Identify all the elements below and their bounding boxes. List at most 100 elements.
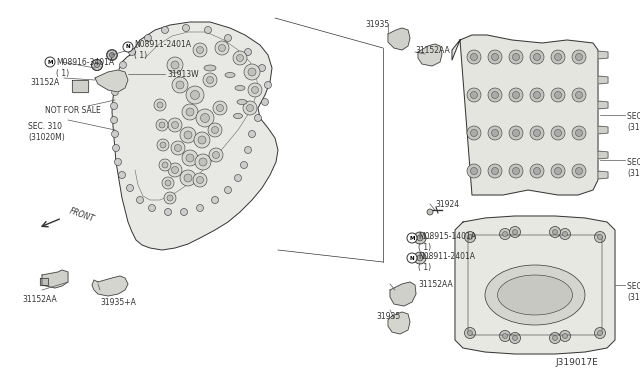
Circle shape bbox=[182, 150, 198, 166]
Circle shape bbox=[111, 116, 118, 124]
Polygon shape bbox=[42, 270, 68, 288]
Circle shape bbox=[575, 54, 582, 61]
Circle shape bbox=[262, 99, 269, 106]
Circle shape bbox=[167, 195, 173, 201]
Circle shape bbox=[196, 205, 204, 212]
Circle shape bbox=[534, 54, 541, 61]
Circle shape bbox=[509, 164, 523, 178]
Circle shape bbox=[205, 26, 211, 33]
Circle shape bbox=[554, 129, 561, 137]
Circle shape bbox=[162, 177, 174, 189]
Circle shape bbox=[148, 205, 156, 212]
Circle shape bbox=[552, 230, 557, 234]
Circle shape bbox=[107, 50, 117, 60]
Ellipse shape bbox=[497, 275, 573, 315]
Circle shape bbox=[534, 129, 541, 137]
Circle shape bbox=[534, 167, 541, 174]
Circle shape bbox=[595, 327, 605, 339]
Circle shape bbox=[488, 50, 502, 64]
Circle shape bbox=[550, 333, 561, 343]
Circle shape bbox=[470, 167, 477, 174]
Circle shape bbox=[499, 330, 511, 341]
Circle shape bbox=[193, 173, 207, 187]
Circle shape bbox=[168, 163, 182, 177]
Polygon shape bbox=[112, 22, 278, 250]
Circle shape bbox=[559, 228, 570, 240]
Text: M: M bbox=[409, 235, 415, 241]
Circle shape bbox=[470, 54, 477, 61]
Circle shape bbox=[157, 139, 169, 151]
Text: SEC. 310
(31020M): SEC. 310 (31020M) bbox=[28, 122, 65, 142]
Circle shape bbox=[509, 227, 520, 237]
Polygon shape bbox=[598, 126, 608, 134]
Circle shape bbox=[467, 126, 481, 140]
Circle shape bbox=[171, 61, 179, 69]
Circle shape bbox=[470, 92, 477, 99]
Text: N08911-2401A
( 1): N08911-2401A ( 1) bbox=[418, 252, 475, 272]
Circle shape bbox=[186, 108, 194, 116]
Circle shape bbox=[225, 186, 232, 193]
Text: 31935: 31935 bbox=[365, 20, 389, 29]
Text: SEC. 311
(31397): SEC. 311 (31397) bbox=[627, 158, 640, 178]
Circle shape bbox=[203, 73, 217, 87]
Circle shape bbox=[109, 52, 115, 58]
Text: SEC. 311
(31390): SEC. 311 (31390) bbox=[627, 282, 640, 302]
Circle shape bbox=[513, 336, 518, 340]
Circle shape bbox=[575, 167, 582, 174]
Polygon shape bbox=[598, 101, 608, 109]
Circle shape bbox=[530, 164, 544, 178]
Circle shape bbox=[417, 255, 423, 261]
Circle shape bbox=[164, 208, 172, 215]
Circle shape bbox=[212, 151, 220, 158]
Text: 31935: 31935 bbox=[376, 312, 400, 321]
Circle shape bbox=[509, 333, 520, 343]
Circle shape bbox=[243, 101, 257, 115]
Circle shape bbox=[252, 87, 259, 93]
Circle shape bbox=[115, 158, 122, 166]
Circle shape bbox=[492, 92, 499, 99]
Circle shape bbox=[186, 154, 194, 162]
Circle shape bbox=[165, 180, 171, 186]
Text: M08916-3401A
( 1): M08916-3401A ( 1) bbox=[56, 58, 114, 78]
Circle shape bbox=[530, 126, 544, 140]
Circle shape bbox=[470, 129, 477, 137]
Circle shape bbox=[551, 88, 565, 102]
Circle shape bbox=[575, 129, 582, 137]
Circle shape bbox=[513, 230, 518, 234]
Circle shape bbox=[186, 86, 204, 104]
Circle shape bbox=[407, 233, 417, 243]
Circle shape bbox=[194, 132, 210, 148]
Circle shape bbox=[492, 167, 499, 174]
Circle shape bbox=[120, 61, 127, 68]
Polygon shape bbox=[598, 171, 608, 179]
Circle shape bbox=[467, 88, 481, 102]
Circle shape bbox=[595, 231, 605, 243]
Circle shape bbox=[427, 209, 433, 215]
Circle shape bbox=[182, 104, 198, 120]
Circle shape bbox=[499, 228, 511, 240]
Circle shape bbox=[167, 57, 183, 73]
Circle shape bbox=[244, 48, 252, 55]
Text: J319017E: J319017E bbox=[555, 358, 598, 367]
Circle shape bbox=[118, 171, 125, 179]
Circle shape bbox=[530, 88, 544, 102]
Circle shape bbox=[572, 88, 586, 102]
Text: N08911-2401A
( 1): N08911-2401A ( 1) bbox=[134, 40, 191, 60]
Circle shape bbox=[168, 118, 182, 132]
Circle shape bbox=[513, 129, 520, 137]
Circle shape bbox=[159, 122, 165, 128]
Text: N: N bbox=[410, 256, 414, 260]
Text: 31152A: 31152A bbox=[30, 78, 60, 87]
Circle shape bbox=[136, 196, 143, 203]
Circle shape bbox=[213, 101, 227, 115]
Circle shape bbox=[211, 126, 218, 134]
Circle shape bbox=[111, 89, 118, 96]
Circle shape bbox=[129, 48, 136, 55]
Circle shape bbox=[248, 131, 255, 138]
Circle shape bbox=[180, 170, 196, 186]
Circle shape bbox=[407, 253, 417, 263]
Circle shape bbox=[513, 167, 520, 174]
Circle shape bbox=[191, 90, 200, 99]
Polygon shape bbox=[598, 76, 608, 84]
Circle shape bbox=[572, 50, 586, 64]
